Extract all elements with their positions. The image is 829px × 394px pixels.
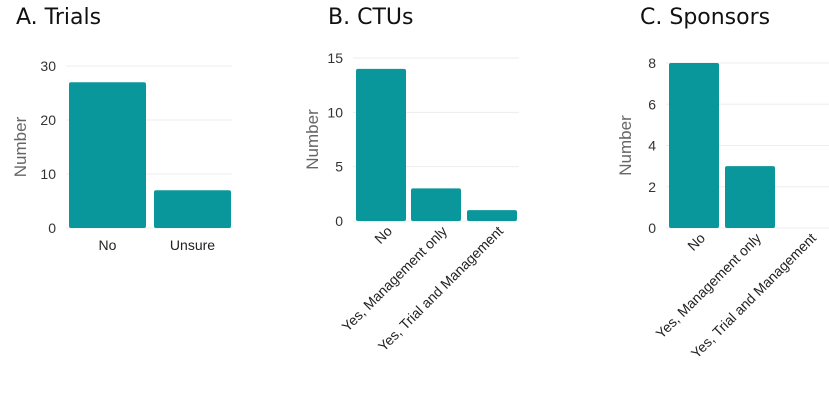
panel-b-y-tick-label: 5 [335, 159, 343, 175]
panel-c-category-label: No [684, 230, 708, 254]
panel-b-title: B. CTUs [328, 5, 413, 30]
panel-a-bar-2 [154, 190, 231, 228]
panel-b-bar-3 [467, 210, 517, 221]
panel-c-y-tick-label: 0 [648, 220, 656, 236]
panel-a-category-label: Unsure [170, 237, 215, 253]
panel-c-y-axis-title: Number [616, 115, 635, 176]
panel-a: A. Trials 0 10 20 30 Number No Unsure [11, 5, 232, 253]
panel-b-y-tick-label: 15 [327, 50, 343, 66]
panel-a-y-tick-label: 10 [40, 166, 56, 182]
panel-b-bar-1 [356, 68, 406, 221]
panel-b-y-axis-title: Number [303, 109, 322, 170]
panel-c-title: C. Sponsors [640, 5, 770, 30]
panel-c-bar-2 [725, 166, 775, 228]
panel-b-category-label: Yes, Management only [338, 223, 450, 335]
panel-c-y-tick-label: 4 [648, 138, 656, 154]
panel-c-bar-1 [669, 63, 719, 228]
panel-a-y-tick-label: 30 [40, 58, 56, 74]
panel-c-y-tick-label: 8 [648, 55, 656, 71]
panel-a-y-tick-label: 20 [40, 112, 56, 128]
panel-a-title: A. Trials [16, 5, 101, 30]
panel-a-y-axis-title: Number [11, 116, 30, 177]
panel-c-y-tick-label: 6 [648, 96, 656, 112]
panel-a-bar-1 [69, 82, 146, 228]
panel-a-category-label: No [99, 237, 117, 253]
panel-c-y-tick-label: 2 [648, 179, 656, 195]
panel-b-bar-2 [411, 188, 461, 221]
panel-b-y-tick-label: 0 [335, 213, 343, 229]
panel-a-y-tick-label: 0 [48, 220, 56, 236]
panel-b-y-tick-label: 10 [327, 104, 343, 120]
panel-c-category-label: Yes, Management only [652, 230, 764, 342]
panel-b-category-label: No [371, 223, 395, 247]
